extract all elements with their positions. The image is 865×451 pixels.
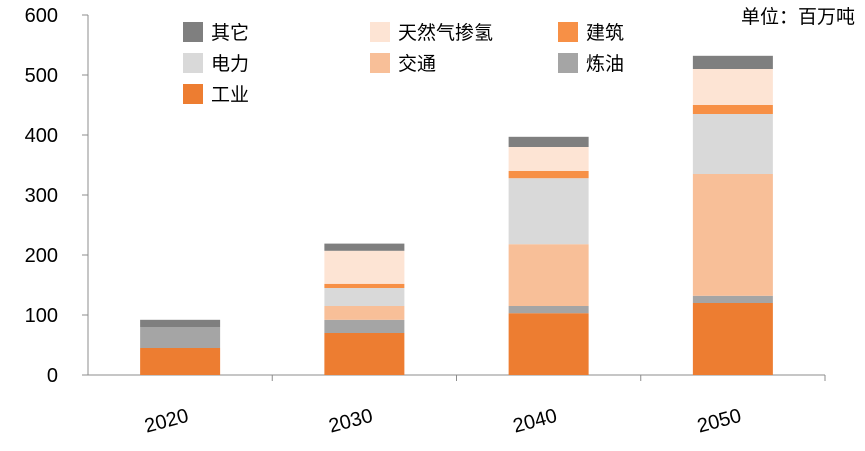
- legend-label: 其它: [211, 22, 249, 44]
- y-tick-label: 500: [25, 65, 58, 87]
- bar-segment: [692, 114, 773, 174]
- bar-segment: [692, 105, 773, 114]
- legend-swatch: [370, 53, 390, 73]
- bar-segment: [508, 147, 589, 171]
- x-tick-label: 2050: [695, 405, 744, 438]
- bar-segment: [324, 319, 405, 333]
- x-tick-label: 2020: [142, 405, 191, 438]
- legend-swatch: [370, 22, 390, 42]
- y-tick-label: 100: [25, 305, 58, 327]
- bar-segment: [324, 283, 405, 288]
- legend-swatch: [183, 22, 203, 42]
- bar-segment: [140, 319, 221, 327]
- legend-swatch: [183, 53, 203, 73]
- bar-segment: [692, 303, 773, 375]
- legend-label: 炼油: [586, 53, 624, 75]
- legend-label: 电力: [211, 53, 249, 75]
- y-tick-label: 0: [47, 365, 58, 387]
- bar-segment: [324, 250, 405, 284]
- bar-segment: [324, 288, 405, 306]
- legend-label: 天然气掺氢: [398, 22, 493, 44]
- legend-label: 建筑: [586, 22, 624, 44]
- y-tick-label: 400: [25, 125, 58, 147]
- bar-segment: [140, 348, 221, 375]
- bar-segment: [508, 136, 589, 147]
- legend-swatch: [183, 84, 203, 104]
- y-tick-label: 200: [25, 245, 58, 267]
- x-tick-label: 2040: [511, 405, 560, 438]
- bar-segment: [508, 171, 589, 179]
- bar-segment: [692, 174, 773, 296]
- chart-bars: [140, 55, 773, 375]
- legend-swatch: [558, 22, 578, 42]
- legend-swatch: [558, 53, 578, 73]
- bar-segment: [508, 244, 589, 306]
- legend-label: 工业: [211, 84, 249, 106]
- bar-segment: [324, 243, 405, 251]
- bar-segment: [692, 55, 773, 69]
- bar-segment: [692, 295, 773, 303]
- bar-segment: [508, 306, 589, 314]
- bar-segment: [324, 306, 405, 320]
- y-tick-label: 600: [25, 5, 58, 27]
- legend-label: 交通: [398, 53, 436, 75]
- bar-segment: [508, 313, 589, 375]
- bar-segment: [324, 333, 405, 375]
- bar-segment: [508, 178, 589, 245]
- bar-segment: [692, 69, 773, 105]
- bar-segment: [140, 327, 221, 348]
- y-tick-label: 300: [25, 185, 58, 207]
- x-tick-label: 2030: [326, 405, 375, 438]
- unit-label: 单位：百万吨: [741, 6, 855, 28]
